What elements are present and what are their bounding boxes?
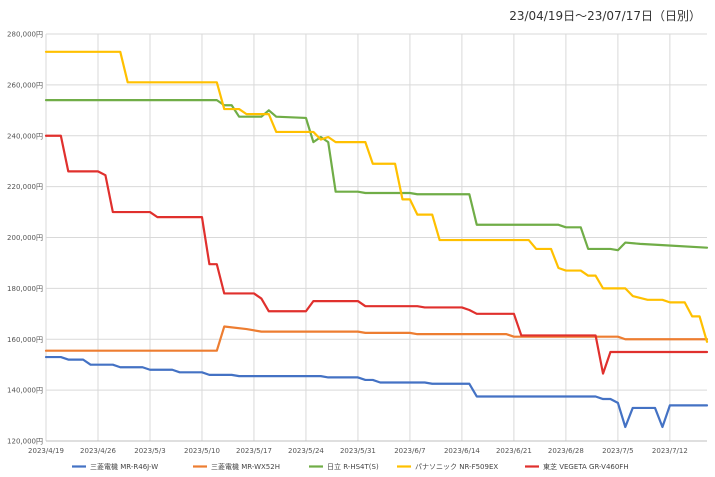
legend-label-3: パナソニック NR-F509EX: [415, 463, 498, 471]
y-tick-label: 160,000円: [7, 336, 43, 344]
series-line-3: [44, 50, 709, 343]
grid-lines: [45, 33, 707, 442]
x-tick-label: 2023/5/3: [134, 447, 165, 455]
x-tick-label: 2023/7/12: [652, 447, 688, 455]
x-tick-label: 2023/5/24: [288, 447, 324, 455]
y-tick-label: 280,000円: [7, 31, 43, 39]
x-tick-label: 2023/6/7: [394, 447, 425, 455]
legend-label-1: 三菱電機 MR-WX52H: [211, 462, 280, 471]
y-tick-label: 260,000円: [7, 81, 43, 89]
legend: 三菱電機 MR-R46J-W 三菱電機 MR-WX52H 日立 R-HS4T(S) パ…: [72, 462, 629, 471]
chart-subtitle: 23/04/19日～23/07/17日（日別）: [509, 9, 701, 23]
y-tick-label: 120,000円: [7, 438, 43, 446]
legend-label-4: 東芝 VEGETA GR-V460FH: [543, 462, 629, 471]
legend-label-2: 日立 R-HS4T(S): [327, 462, 379, 471]
series-line-0: [44, 355, 709, 429]
x-tick-label: 2023/6/21: [496, 447, 532, 455]
axes: 120,000円 140,000円 160,000円 180,000円 200,000円…: [7, 31, 707, 455]
y-tick-label: 200,000円: [7, 234, 43, 242]
y-tick-label: 180,000円: [7, 285, 43, 293]
series-lines: [44, 50, 709, 429]
x-tick-label: 2023/5/10: [184, 447, 220, 455]
y-tick-label: 140,000円: [7, 387, 43, 395]
x-tick-label: 2023/7/5: [602, 447, 633, 455]
series-line-1: [44, 325, 709, 352]
x-tick-label: 2023/5/17: [236, 447, 272, 455]
series-line-2: [44, 99, 709, 252]
x-tick-label: 2023/4/26: [80, 447, 116, 455]
legend-label-0: 三菱電機 MR-R46J-W: [90, 462, 158, 471]
x-tick-label: 2023/6/28: [548, 447, 584, 455]
x-tick-label: 2023/4/19: [28, 447, 64, 455]
y-tick-label: 240,000円: [7, 132, 43, 140]
y-tick-label: 220,000円: [7, 183, 43, 191]
series-line-4: [44, 134, 709, 375]
x-tick-label: 2023/6/14: [444, 447, 480, 455]
x-tick-label: 2023/5/31: [340, 447, 376, 455]
